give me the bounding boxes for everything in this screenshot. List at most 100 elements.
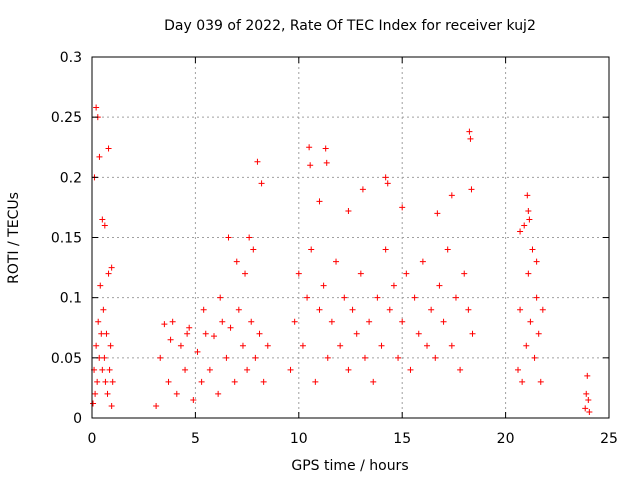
data-point — [167, 336, 174, 343]
data-point — [100, 306, 107, 313]
data-point — [307, 162, 314, 169]
data-point — [525, 270, 532, 277]
data-point — [357, 270, 364, 277]
data-point — [386, 306, 393, 313]
data-point — [99, 216, 106, 223]
data-point — [523, 342, 530, 349]
data-point — [254, 158, 261, 165]
chart-title: Day 039 of 2022, Rate Of TEC Index for r… — [164, 18, 536, 34]
data-point — [515, 366, 522, 373]
data-point — [105, 145, 112, 152]
data-point — [96, 153, 103, 160]
data-point — [469, 330, 476, 337]
data-point — [103, 330, 110, 337]
x-tick-label: 25 — [600, 431, 618, 447]
data-point — [448, 342, 455, 349]
data-point — [341, 294, 348, 301]
x-axis-label: GPS time / hours — [291, 458, 408, 474]
x-tick-label: 20 — [497, 431, 515, 447]
y-tick-label: 0.15 — [51, 231, 82, 247]
data-point — [582, 405, 589, 412]
data-point — [382, 246, 389, 253]
data-point — [246, 234, 253, 241]
data-point — [517, 228, 524, 235]
data-point — [299, 342, 306, 349]
data-point — [527, 318, 534, 325]
data-point — [366, 318, 373, 325]
data-point — [95, 318, 102, 325]
data-point — [583, 390, 590, 397]
data-point — [217, 294, 224, 301]
data-point — [345, 208, 352, 215]
y-tick-label: 0.25 — [51, 110, 82, 126]
data-point — [101, 354, 108, 361]
data-point — [98, 330, 105, 337]
data-point — [432, 354, 439, 361]
data-point — [320, 282, 327, 289]
data-points — [90, 104, 593, 415]
data-point — [533, 294, 540, 301]
data-point — [225, 234, 232, 241]
data-point — [153, 402, 160, 409]
data-point — [448, 192, 455, 199]
data-point — [102, 378, 109, 385]
data-point — [93, 104, 100, 111]
data-point — [452, 294, 459, 301]
data-point — [586, 408, 593, 415]
data-point — [244, 366, 251, 373]
data-point — [382, 174, 389, 181]
data-point — [264, 342, 271, 349]
data-point — [370, 378, 377, 385]
data-point — [233, 258, 240, 265]
data-point — [92, 390, 99, 397]
data-point — [186, 324, 193, 331]
data-point — [190, 396, 197, 403]
data-point — [419, 258, 426, 265]
data-point — [323, 159, 330, 166]
data-point — [466, 128, 473, 135]
data-point — [312, 378, 319, 385]
data-point — [215, 390, 222, 397]
data-point — [94, 378, 101, 385]
y-tick-label: 0.05 — [51, 351, 82, 367]
data-point — [395, 354, 402, 361]
data-point — [524, 192, 531, 199]
data-point — [361, 354, 368, 361]
data-point — [161, 321, 168, 328]
data-point — [165, 378, 172, 385]
data-point — [248, 318, 255, 325]
data-point — [260, 378, 267, 385]
data-point — [242, 270, 249, 277]
data-point — [436, 282, 443, 289]
data-point — [457, 366, 464, 373]
data-point — [99, 366, 106, 373]
data-point — [440, 318, 447, 325]
data-point — [465, 306, 472, 313]
x-tick-label: 15 — [393, 431, 411, 447]
data-point — [468, 186, 475, 193]
y-tick-label: 0.3 — [60, 50, 82, 66]
data-point — [108, 264, 115, 271]
data-point — [106, 366, 113, 373]
data-point — [211, 333, 218, 340]
data-point — [374, 294, 381, 301]
x-tick-label: 0 — [88, 431, 97, 447]
data-point — [287, 366, 294, 373]
data-point — [461, 270, 468, 277]
data-point — [90, 400, 97, 407]
data-point — [316, 306, 323, 313]
data-point — [519, 378, 526, 385]
data-point — [411, 294, 418, 301]
data-point — [219, 318, 226, 325]
data-point — [525, 208, 532, 215]
data-point — [231, 378, 238, 385]
data-point — [531, 354, 538, 361]
data-point — [517, 306, 524, 313]
data-point — [157, 354, 164, 361]
data-point — [337, 342, 344, 349]
data-point — [467, 135, 474, 142]
y-axis-ticks: 0 0.05 0.1 0.15 0.2 0.25 0.3 — [51, 50, 609, 427]
y-tick-label: 0 — [73, 411, 82, 427]
data-point — [194, 348, 201, 355]
